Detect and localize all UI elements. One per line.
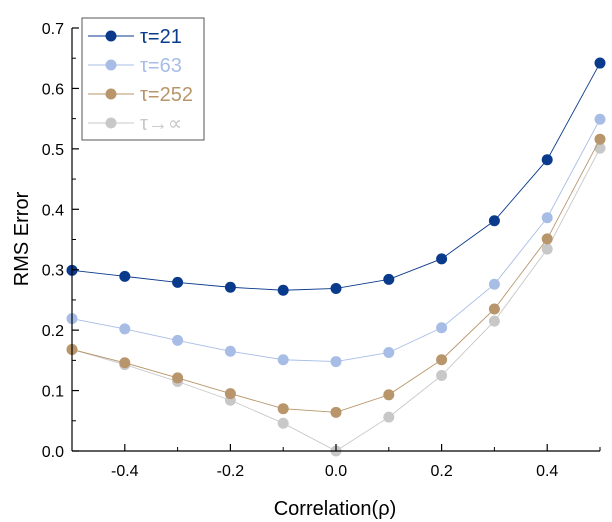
series-line [71,138,601,413]
y-tick-label: 0.6 [42,81,64,98]
data-point [383,411,395,423]
data-point [277,403,289,415]
data-point [488,303,500,315]
y-tick-label: 0.7 [42,21,64,38]
y-tick-label: 0.3 [42,263,64,280]
legend-marker [105,88,117,100]
series-line [71,148,601,452]
legend-label: τ=63 [140,55,182,77]
series-line [71,119,601,363]
data-point [330,356,342,368]
x-tick-label: 0.4 [536,463,558,480]
data-point [224,345,236,357]
axes-layer: 0.0 0.1 0.2 0.3 0.4 0.5 0.6 0.7 -0.4 -0.2 0.0 0.2 0.… [42,21,601,480]
data-point [541,212,553,224]
data-point [594,113,606,125]
data-point [383,347,395,359]
data-point [541,243,553,255]
data-point [594,57,606,69]
data-point [119,270,131,282]
legend-label: τ=21 [140,26,182,48]
data-point [330,282,342,294]
x-axis-title: Correlation(ρ) [274,498,397,520]
series-0 [66,57,606,296]
data-point [488,215,500,227]
data-point [541,233,553,245]
data-point [436,354,448,366]
series-2 [66,133,606,418]
y-tick-label: 0.0 [42,444,64,461]
data-point [436,253,448,265]
data-point [594,142,606,154]
data-point [383,389,395,401]
data-point [436,322,448,334]
series-layer [66,57,606,457]
data-point [172,334,184,346]
data-point [330,406,342,418]
legend-label: τ→∝ [140,113,182,135]
x-tick-label: 0.0 [325,463,347,480]
data-point [594,133,606,145]
data-point [383,273,395,285]
legend-box [81,17,205,141]
y-tick-label: 0.4 [42,202,64,219]
data-point [119,323,131,335]
data-point [436,369,448,381]
data-point [172,372,184,384]
y-tick-label: 0.1 [42,384,64,401]
data-point [224,281,236,293]
x-tick-label: -0.4 [111,463,139,480]
legend-marker [105,59,117,71]
y-axis-title: RMS Error [11,191,33,286]
data-point [541,154,553,166]
legend-marker [105,117,117,129]
legend-label: τ=252 [140,84,193,106]
data-point [277,417,289,429]
legend: τ=21 τ=63 τ=252 τ→∝ [81,17,205,141]
y-tick-label: 0.5 [42,142,64,159]
data-point [488,278,500,290]
data-point [119,357,131,369]
data-point [488,315,500,327]
x-tick-label: -0.2 [217,463,245,480]
y-tick-label: 0.2 [42,323,64,340]
data-point [224,388,236,400]
x-tick-label: 0.2 [430,463,452,480]
data-point [172,276,184,288]
data-point [277,354,289,366]
legend-marker [105,30,117,42]
data-point [277,284,289,296]
series-1 [66,113,606,368]
